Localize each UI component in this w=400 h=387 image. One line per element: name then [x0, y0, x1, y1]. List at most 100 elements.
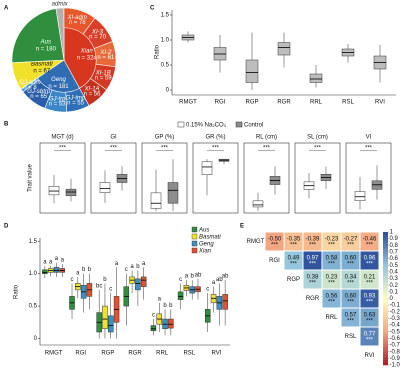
corr-significance: *** — [290, 243, 298, 249]
significance-letter: b — [88, 267, 92, 273]
colorbar-tick-label: 0.8 — [390, 243, 399, 249]
corr-cell — [360, 289, 379, 308]
subgroup-label: GJ-sbtrp — [27, 89, 51, 95]
corr-cell — [322, 289, 341, 308]
subgroup-count: n = 61 — [97, 55, 115, 61]
significance-letter: c — [71, 277, 74, 283]
colorbar-tick-label: 0.3 — [390, 276, 399, 282]
x-tick-label: RRL — [310, 100, 323, 106]
corr-value: 0.34 — [345, 275, 357, 281]
subgroup-count: n = 78 — [69, 20, 87, 26]
significance: *** — [212, 146, 220, 152]
colorbar-tick-label: 0.6 — [390, 256, 399, 262]
colorbar-segment — [383, 279, 388, 283]
corr-value: 0.97 — [307, 256, 319, 262]
corr-cell — [303, 232, 322, 251]
box — [201, 161, 213, 175]
colorbar-segment — [383, 285, 388, 289]
colorbar-segment — [383, 250, 388, 254]
subplot-title: GR (%) — [206, 135, 226, 141]
subgroup-label: GJ-trp — [49, 97, 66, 103]
subgroup-label: GJ-adm — [19, 80, 40, 86]
subplot-frame — [243, 142, 290, 214]
corr-significance: *** — [366, 338, 374, 344]
legend-label: Geng — [199, 241, 214, 247]
colorbar-tick-label: -0.3 — [390, 316, 400, 322]
colorbar-tick-label: -0.1 — [390, 303, 400, 309]
significance-letter: b — [169, 303, 173, 309]
colorbar-segment — [383, 269, 388, 273]
corr-value: -0.46 — [363, 237, 377, 243]
corr-significance: *** — [271, 243, 279, 249]
subgroup-count: n = 70 — [89, 35, 107, 41]
colorbar-segment — [383, 357, 388, 360]
y-axis-label: Ratio — [14, 284, 20, 299]
significance-letter: a — [130, 264, 134, 270]
significance-letter: a — [43, 259, 47, 265]
subplot-title: VI — [366, 135, 372, 141]
significance-letter: a — [115, 261, 119, 267]
pie-slice — [11, 8, 65, 63]
colorbar-segment — [383, 247, 388, 251]
colorbar-segment — [383, 295, 388, 299]
group-label: Aus — [40, 39, 51, 45]
legend-swatch — [191, 240, 198, 247]
subplot-title: GI — [110, 135, 117, 141]
corr-value: 0.63 — [364, 313, 376, 319]
y-tick-label: 0.5 — [161, 63, 170, 69]
corr-significance: *** — [309, 262, 317, 268]
colorbar-tick-label: 0.5 — [390, 263, 399, 269]
corr-cell — [360, 232, 379, 251]
significance-letter: ab — [216, 277, 223, 283]
corr-significance: *** — [366, 319, 374, 325]
legend-label: Control — [244, 122, 263, 128]
box — [65, 188, 77, 197]
variable-label: RGP — [287, 277, 300, 283]
subplot-title: SL (cm) — [307, 135, 328, 141]
box — [150, 192, 162, 209]
corr-value: 0.93 — [364, 294, 376, 300]
x-tick-label: RRL — [156, 351, 169, 357]
significance-letter: a — [49, 259, 53, 265]
significance-letter: c — [179, 277, 182, 283]
corr-cell — [360, 251, 379, 270]
colorbar-tick-label: 0.9 — [390, 236, 399, 242]
box — [53, 266, 60, 273]
colorbar-segment — [383, 330, 388, 334]
significance-letter: a — [61, 258, 65, 264]
corr-value: -0.35 — [287, 237, 301, 243]
colorbar-tick-label: -0.8 — [390, 349, 400, 355]
corr-significance: *** — [309, 243, 317, 249]
corr-significance: *** — [328, 281, 336, 287]
colorbar-segment — [383, 333, 388, 337]
colorbar-segment — [383, 354, 388, 358]
box — [99, 182, 111, 193]
colorbar-segment — [383, 311, 388, 315]
colorbar-tick-label: 0.1 — [390, 289, 399, 295]
corr-significance: *** — [290, 262, 298, 268]
significance-letter: b — [191, 274, 195, 280]
significance: *** — [314, 146, 322, 152]
subgroup-label: XI-1B — [95, 70, 111, 76]
x-tick-label: RGI — [215, 100, 226, 106]
corr-cell — [284, 251, 303, 270]
subgroup-count: n = 53 — [49, 102, 67, 108]
colorbar-segment — [383, 277, 388, 281]
corr-value: 0.38 — [307, 275, 319, 281]
subgroup-count: n = 65 — [30, 94, 48, 100]
x-tick-label: RGP — [245, 100, 258, 106]
corr-significance: *** — [347, 262, 355, 268]
subgroup-count: n = 56 — [84, 91, 102, 97]
colorbar-segment — [383, 341, 388, 345]
colorbar-segment — [383, 325, 388, 329]
variable-label: RVI — [365, 353, 375, 359]
legend-swatch — [177, 121, 185, 128]
colorbar-segment — [383, 322, 388, 326]
group-count: n = 180 — [36, 46, 57, 52]
y-axis-label: Trait value — [28, 163, 34, 191]
corr-cell — [360, 308, 379, 327]
box — [277, 42, 291, 56]
box — [42, 269, 48, 274]
subplot-frame — [294, 142, 341, 214]
